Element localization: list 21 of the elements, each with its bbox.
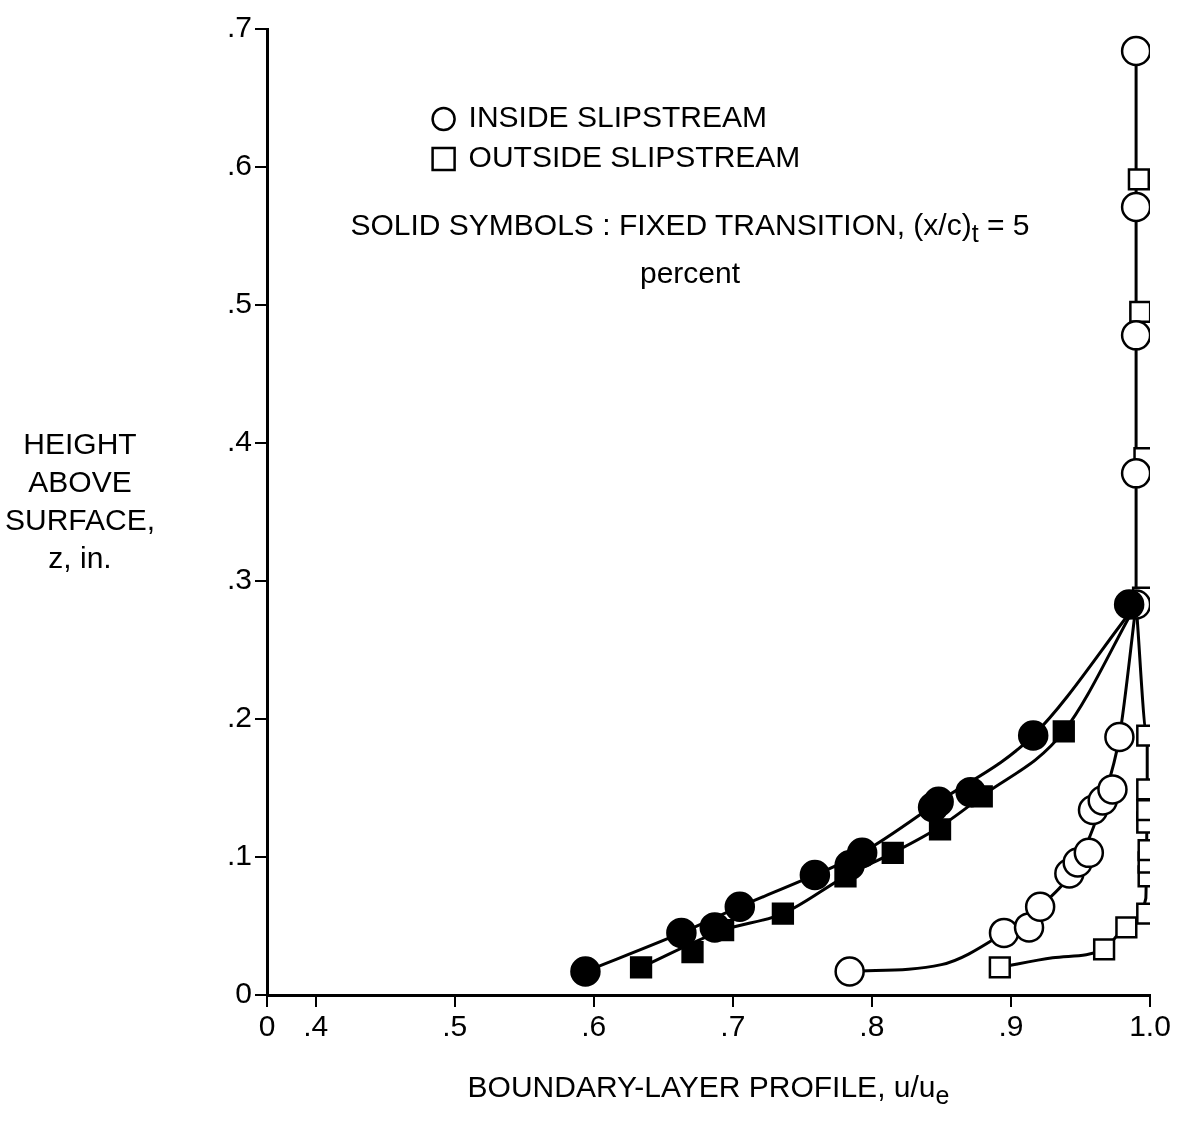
- y-tick-label: .7: [226, 10, 252, 44]
- y-axis-title: HEIGHT ABOVE SURFACE, z, in.: [4, 426, 156, 576]
- x-tick-label: .4: [303, 1009, 329, 1043]
- legend-label: OUTSIDE SLIPSTREAM: [468, 140, 801, 174]
- text: SOLID SYMBOLS : FIXED TRANSITION, (x/c)$_{t}$ = 5 percent: [350, 208, 1030, 289]
- x-axis-title: BOUNDARY-LAYER PROFILE, u/u$_{e}$: [466, 1070, 951, 1110]
- y-tick-label: .6: [226, 148, 252, 182]
- y-tick-label: 0: [235, 976, 252, 1010]
- y-tick-label: .2: [226, 700, 252, 734]
- x-tick-label: .8: [859, 1009, 885, 1043]
- x-tick-label: .5: [442, 1009, 468, 1043]
- y-tick-label: .4: [226, 424, 252, 458]
- x-tick-label: .6: [581, 1009, 607, 1043]
- x-tick-label: 1.0: [1129, 1009, 1171, 1043]
- legend-label: INSIDE SLIPSTREAM: [468, 100, 768, 134]
- y-tick-label: .1: [226, 838, 252, 872]
- x-tick-label: 0: [258, 1009, 276, 1043]
- x-tick-label: .9: [998, 1009, 1024, 1043]
- y-tick-label: .3: [226, 562, 252, 596]
- x-tick-label: .7: [720, 1009, 746, 1043]
- y-tick-label: .5: [226, 286, 252, 320]
